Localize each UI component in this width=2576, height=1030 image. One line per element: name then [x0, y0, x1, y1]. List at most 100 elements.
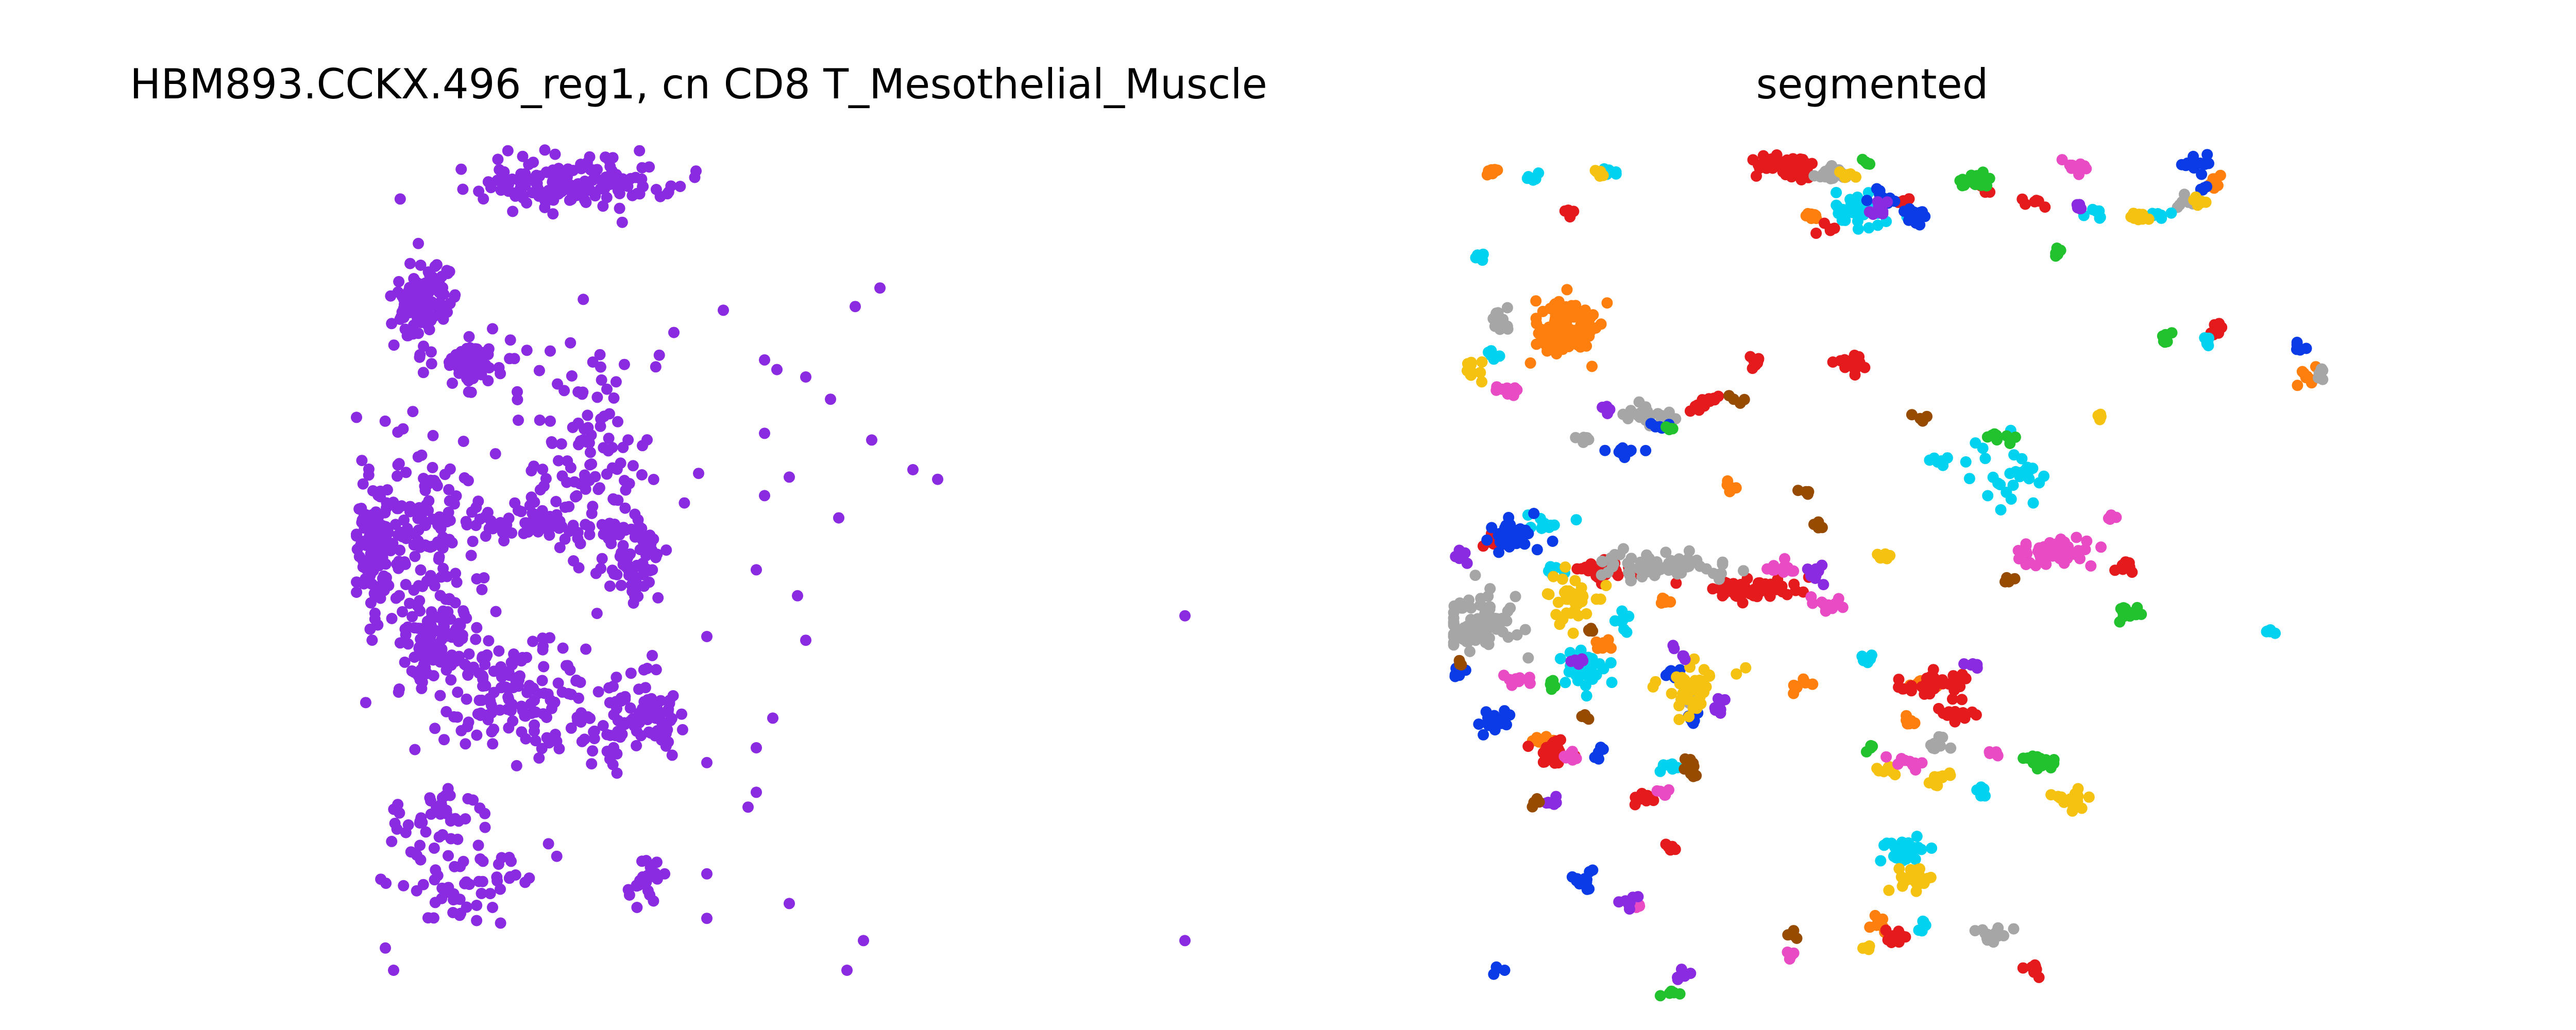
data-point [637, 569, 649, 580]
data-point [1469, 570, 1481, 581]
data-point [1566, 871, 1578, 883]
data-point [397, 606, 408, 617]
data-point [1595, 593, 1606, 605]
data-point [1486, 522, 1498, 534]
data-point [393, 276, 405, 287]
data-point [396, 530, 408, 542]
data-point [575, 163, 587, 175]
data-point [452, 686, 464, 698]
data-point [606, 442, 618, 453]
data-point [610, 376, 622, 388]
data-point [484, 888, 496, 900]
data-point [1654, 765, 1666, 777]
data-point [570, 674, 582, 686]
data-point [504, 353, 516, 365]
data-point [1730, 590, 1741, 602]
data-point [1448, 639, 1460, 651]
data-point [1454, 597, 1466, 609]
data-point [405, 501, 417, 513]
data-point [701, 913, 713, 924]
data-point [1883, 761, 1894, 773]
data-point [428, 842, 440, 854]
data-point [1602, 408, 1614, 419]
data-point [574, 478, 586, 490]
data-point [1530, 173, 1541, 185]
data-point [594, 482, 605, 494]
data-point [436, 643, 448, 655]
data-point [1807, 678, 1819, 690]
data-point [1981, 431, 1993, 443]
data-point [455, 346, 467, 357]
data-point [545, 345, 556, 357]
data-point [1485, 345, 1497, 357]
data-point [479, 808, 491, 819]
data-point [1694, 560, 1706, 572]
data-point [389, 519, 401, 530]
data-point [1694, 698, 1706, 710]
data-point [792, 590, 803, 602]
data-point [631, 740, 642, 751]
data-point [1924, 454, 1936, 466]
data-point [1667, 640, 1679, 651]
data-point [591, 608, 603, 620]
data-point [611, 672, 622, 683]
data-point [759, 490, 770, 502]
data-point [1623, 610, 1635, 622]
right-chart-title: segmented [1756, 60, 1989, 108]
data-point [429, 261, 441, 272]
data-point [474, 513, 486, 525]
data-point [2269, 627, 2281, 639]
data-point [633, 521, 645, 533]
data-point [606, 530, 618, 542]
data-point [1578, 432, 1589, 443]
data-point [767, 712, 778, 724]
data-point [536, 675, 548, 686]
data-point [1560, 677, 1571, 689]
data-point [422, 319, 434, 331]
data-point [1538, 747, 1550, 759]
data-point [1981, 180, 1993, 192]
data-point [456, 632, 468, 644]
data-point [453, 617, 465, 629]
data-point [2165, 207, 2177, 219]
data-point [379, 507, 391, 519]
data-point [422, 621, 434, 633]
data-point [1494, 528, 1505, 540]
data-point [601, 383, 613, 395]
data-point [495, 682, 507, 694]
data-point [1450, 551, 1462, 562]
series-6 [1545, 153, 2178, 1002]
data-point [462, 670, 474, 681]
data-point [523, 872, 535, 884]
data-point [2083, 791, 2095, 803]
data-point [2028, 966, 2040, 978]
data-point [434, 590, 446, 602]
data-point [572, 533, 584, 544]
data-point [388, 965, 399, 976]
data-point [1786, 565, 1798, 577]
data-point [580, 179, 592, 191]
data-point [1461, 557, 1473, 569]
data-point [1551, 338, 1563, 350]
data-point [559, 533, 571, 545]
data-point [450, 568, 462, 579]
data-point [2064, 793, 2076, 805]
data-point [2008, 923, 2020, 935]
data-point [1548, 519, 1560, 531]
data-point [517, 150, 529, 162]
data-point [1498, 670, 1510, 681]
data-point [1899, 754, 1911, 766]
data-point [2315, 363, 2327, 375]
data-point [579, 194, 590, 206]
data-point [595, 562, 607, 574]
data-point [1523, 672, 1535, 683]
data-point [478, 193, 489, 205]
data-point [584, 151, 596, 163]
data-point [611, 767, 623, 779]
data-point [1564, 211, 1576, 223]
data-point [507, 656, 519, 667]
data-point [496, 852, 507, 864]
data-point [460, 738, 471, 750]
data-point [388, 803, 400, 815]
data-point [615, 579, 627, 591]
